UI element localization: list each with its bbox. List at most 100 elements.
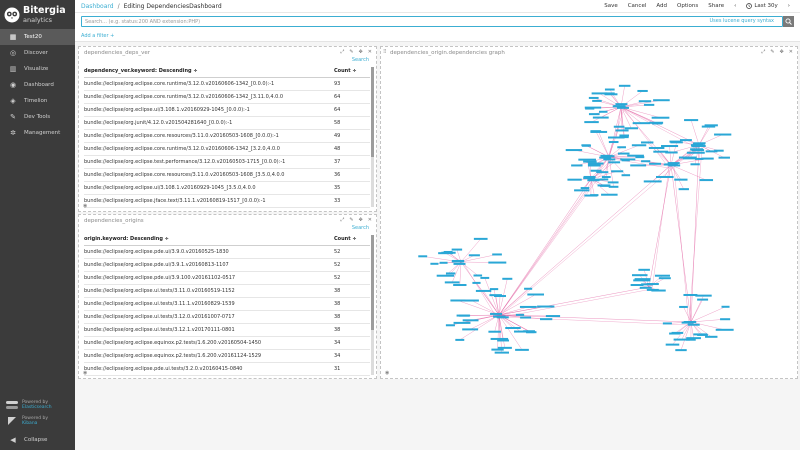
graph-node[interactable]: [697, 298, 709, 301]
graph-node[interactable]: [445, 324, 455, 327]
graph-node[interactable]: [701, 157, 714, 160]
graph-node[interactable]: [540, 318, 553, 321]
graph-node[interactable]: [648, 146, 665, 149]
graph-node[interactable]: [690, 163, 700, 166]
table-cell-term[interactable]: bundle://eclipse/org.eclipse.ui/3.108.1.…: [84, 181, 334, 196]
graph-node[interactable]: [699, 179, 714, 182]
graph-node[interactable]: [608, 185, 619, 188]
graph-node[interactable]: [658, 277, 671, 280]
graph-node[interactable]: [668, 164, 681, 167]
graph-node[interactable]: [714, 133, 732, 136]
graph-node[interactable]: [693, 142, 706, 145]
graph-node[interactable]: [638, 100, 652, 103]
table-cell-term[interactable]: bundle://eclipse/org.eclipse.ui.tests/3.…: [84, 297, 334, 311]
graph-node[interactable]: [667, 162, 680, 165]
graph-node[interactable]: [704, 124, 718, 127]
graph-node[interactable]: [631, 144, 647, 147]
table-cell-term[interactable]: bundle://eclipse/org.eclipse.pde.ui/3.9.…: [84, 258, 334, 272]
graph-node[interactable]: [616, 106, 629, 109]
graph-node[interactable]: [587, 164, 601, 167]
graph-node[interactable]: [473, 274, 483, 277]
graph-node[interactable]: [618, 84, 631, 87]
graph-node[interactable]: [592, 99, 602, 102]
graph-node[interactable]: [684, 321, 697, 324]
graph-node[interactable]: [653, 150, 669, 153]
graph-node[interactable]: [613, 125, 625, 128]
expand-icon[interactable]: ⤢: [761, 49, 766, 55]
graph-node[interactable]: [601, 176, 611, 179]
sidebar-item-visualize[interactable]: ▥ Visualize: [0, 61, 75, 77]
column-header-count[interactable]: Count ÷: [334, 234, 370, 246]
graph-node[interactable]: [502, 277, 513, 280]
graph-node[interactable]: [607, 181, 619, 184]
graph-node[interactable]: [612, 105, 625, 108]
graph-node[interactable]: [619, 134, 630, 137]
graph-node[interactable]: [472, 281, 481, 284]
graph-node[interactable]: [584, 121, 599, 124]
graph-node[interactable]: [494, 295, 507, 298]
graph-node[interactable]: [480, 276, 490, 279]
graph-node[interactable]: [604, 92, 615, 95]
table-cell-term[interactable]: bundle://eclipse/org.eclipse.core.runtim…: [84, 142, 334, 157]
graph-node[interactable]: [601, 193, 618, 196]
breadcrumb-dashboard-link[interactable]: Dashboard: [81, 2, 114, 10]
table-cell-term[interactable]: bundle://eclipse/org.eclipse.core.resour…: [84, 168, 334, 183]
graph-node[interactable]: [721, 305, 730, 308]
column-header-dependency[interactable]: dependency_ver.keyword: Descending ÷: [84, 66, 334, 78]
scrollbar-thumb[interactable]: [371, 67, 374, 157]
graph-node[interactable]: [665, 343, 680, 346]
graph-node[interactable]: [643, 103, 655, 106]
graph-node[interactable]: [679, 305, 688, 308]
graph-node[interactable]: [584, 106, 602, 109]
graph-node[interactable]: [574, 189, 590, 192]
graph-node[interactable]: [630, 284, 644, 287]
graph-node[interactable]: [603, 158, 616, 161]
table-cell-term[interactable]: bundle://eclipse/org.eclipse.core.resour…: [84, 129, 334, 143]
graph-node[interactable]: [515, 348, 529, 351]
table-cell-term[interactable]: bundle://eclipse/org.eclipse.core.runtim…: [84, 77, 334, 91]
sidebar-item-dashboard[interactable]: ◉ Dashboard: [0, 77, 75, 93]
graph-node[interactable]: [439, 261, 448, 264]
graph-node[interactable]: [693, 333, 708, 336]
graph-node[interactable]: [497, 346, 512, 349]
graph-node[interactable]: [634, 278, 651, 281]
powered-by-kibana[interactable]: Powered by Kibana: [0, 416, 75, 426]
graph-node[interactable]: [583, 175, 596, 178]
panel-search-link[interactable]: Search: [351, 225, 369, 231]
graph-node[interactable]: [515, 313, 525, 316]
graph-node[interactable]: [686, 151, 705, 154]
close-icon[interactable]: ✕: [788, 49, 793, 55]
graph-node[interactable]: [643, 180, 662, 183]
legend-toggle-icon[interactable]: ◉: [83, 370, 88, 376]
cancel-button[interactable]: Cancel: [627, 3, 647, 9]
graph-node[interactable]: [641, 141, 654, 144]
graph-node[interactable]: [624, 127, 639, 130]
graph-node[interactable]: [468, 254, 480, 257]
graph-node[interactable]: [683, 293, 698, 296]
table-cell-term[interactable]: bundle://eclipse/org.eclipse.pde.ui/3.9.…: [84, 245, 334, 259]
add-filter-link[interactable]: Add a filter +: [81, 32, 115, 39]
add-panel-button[interactable]: Add: [656, 3, 668, 9]
graph-node[interactable]: [715, 328, 734, 331]
graph-node[interactable]: [615, 103, 628, 106]
collapse-sidebar-button[interactable]: ◀ Collapse: [0, 434, 47, 446]
graph-node[interactable]: [641, 283, 654, 286]
panel-search-link[interactable]: Search: [351, 57, 369, 63]
table-cell-term[interactable]: bundle://eclipse/org.eclipse.test.perfor…: [84, 155, 334, 170]
graph-node[interactable]: [587, 179, 600, 182]
graph-node[interactable]: [491, 348, 504, 351]
graph-node[interactable]: [669, 140, 682, 143]
graph-node[interactable]: [451, 260, 464, 263]
drag-handle-icon[interactable]: ⠿: [383, 49, 387, 55]
graph-node[interactable]: [545, 315, 561, 318]
graph-node[interactable]: [686, 337, 701, 340]
graph-node[interactable]: [488, 330, 501, 333]
options-button[interactable]: Options: [677, 3, 699, 9]
graph-node[interactable]: [473, 237, 488, 240]
graph-node[interactable]: [674, 178, 688, 181]
move-icon[interactable]: ✥: [358, 217, 363, 223]
graph-node[interactable]: [527, 293, 545, 296]
graph-node[interactable]: [630, 164, 647, 167]
graph-node[interactable]: [580, 187, 590, 190]
network-graph[interactable]: [381, 47, 797, 378]
